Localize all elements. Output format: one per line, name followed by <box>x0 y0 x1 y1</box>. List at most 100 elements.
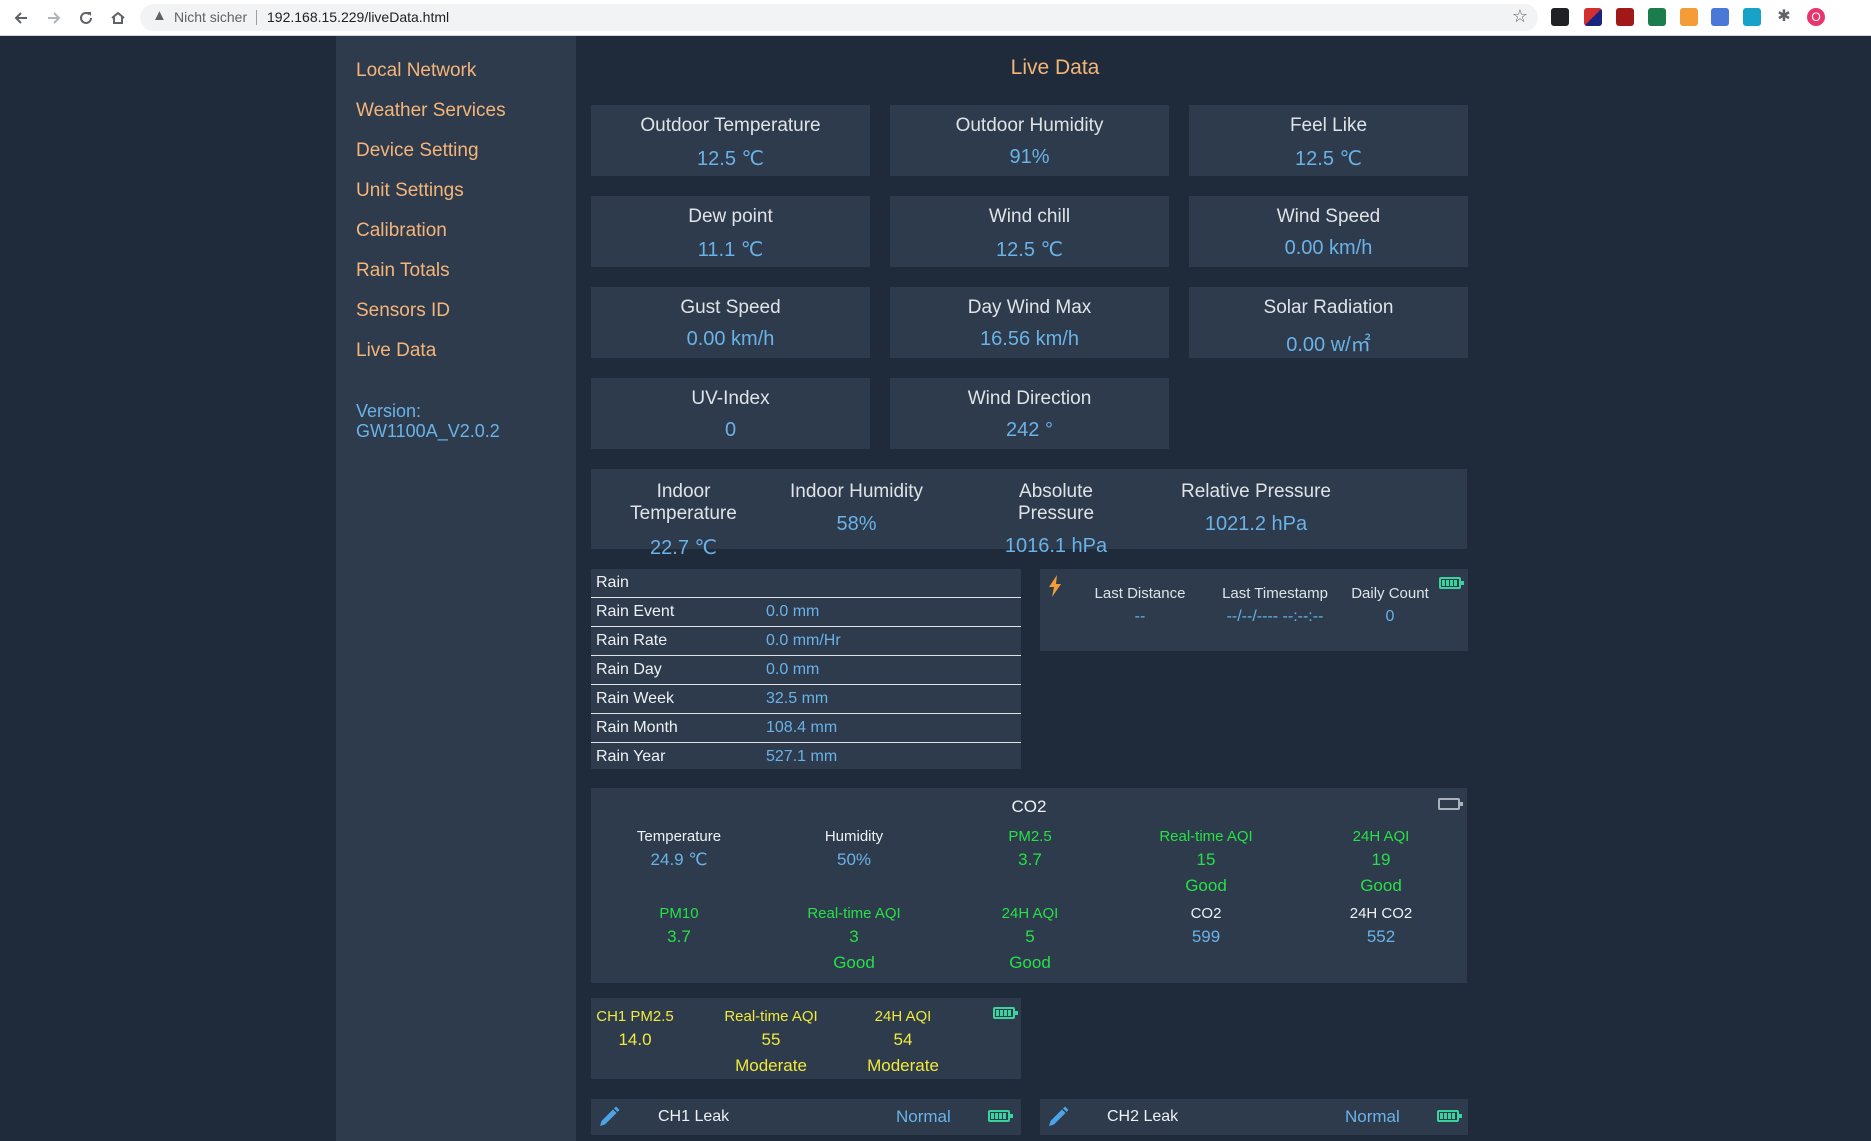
table-row: Rain Month 108.4 mm <box>591 714 1021 743</box>
co2-label: Humidity <box>824 828 884 845</box>
card-outdoor-temperature: Outdoor Temperature 12.5 ℃ <box>591 105 870 176</box>
card-label: Day Wind Max <box>967 297 1092 318</box>
co2-label: Real-time AQI <box>1159 828 1253 845</box>
co2-label: Temperature <box>636 828 722 845</box>
extension-icon-1[interactable] <box>1551 8 1569 26</box>
battery-icon <box>988 1110 1013 1122</box>
last-timestamp: Last Timestamp --/--/---- --:--:-- <box>1200 585 1350 626</box>
indoor-value: 1016.1 hPa <box>1004 535 1108 557</box>
rain-label: Rain Day <box>596 661 662 678</box>
sidebar-item-rain-totals[interactable]: Rain Totals <box>356 260 450 281</box>
pm-value: 54 <box>893 1030 913 1049</box>
co2-label: Real-time AQI <box>807 905 901 922</box>
puzzle-icon[interactable]: ✱ <box>1777 8 1791 25</box>
sidebar-item-unit-settings[interactable]: Unit Settings <box>356 180 464 201</box>
co2-value: 3.7 <box>1018 850 1042 869</box>
sidebar-item-live-data[interactable]: Live Data <box>356 340 437 361</box>
sidebar-item-sensors-id[interactable]: Sensors ID <box>356 300 450 321</box>
sidebar: Local Network Weather Services Device Se… <box>336 36 576 1141</box>
pm-value: 55 <box>761 1030 781 1049</box>
card-value: 0 <box>724 419 737 441</box>
rss-icon[interactable] <box>1680 8 1698 26</box>
battery-icon <box>993 1007 1018 1019</box>
lightning-value: --/--/---- --:--:-- <box>1226 608 1324 625</box>
co2-humidity: Humidity 50% <box>769 828 939 870</box>
sidebar-item-weather-services[interactable]: Weather Services <box>356 100 506 121</box>
warning-icon: ▲ <box>152 7 167 24</box>
version-label: Version: <box>356 401 422 421</box>
rain-value: 527.1 mm <box>766 748 838 765</box>
rain-value: 0.0 mm/Hr <box>766 632 841 649</box>
extension-icon-4[interactable] <box>1648 8 1666 26</box>
co2-value: 5 <box>1025 927 1035 946</box>
aqi-quality: Moderate <box>867 1056 939 1075</box>
address-bar[interactable]: ▲ Nicht sicher 192.168.15.229/liveData.h… <box>140 4 1538 31</box>
rain-label: Rain Year <box>596 748 666 765</box>
rain-label: Rain Rate <box>596 632 668 649</box>
card-feel-like: Feel Like 12.5 ℃ <box>1189 105 1468 176</box>
rain-label: Rain Week <box>596 690 674 707</box>
sidebar-item-calibration[interactable]: Calibration <box>356 220 447 241</box>
card-value: 12.5 ℃ <box>1295 148 1362 170</box>
pm-label: CH1 PM2.5 <box>596 1008 674 1025</box>
card-solar-radiation: Solar Radiation 0.00 w/㎡ <box>1189 287 1468 358</box>
extension-icon-2[interactable] <box>1584 8 1602 26</box>
table-row: Rain Day 0.0 mm <box>591 656 1021 685</box>
indoor-label: Absolute Pressure <box>1017 481 1095 524</box>
edit-pencil-icon[interactable] <box>1046 1105 1070 1129</box>
leak-ch2-panel: CH2 Leak Normal <box>1040 1099 1468 1135</box>
forward-icon[interactable] <box>41 0 67 36</box>
card-wind-chill: Wind chill 12.5 ℃ <box>890 196 1169 267</box>
co2-pm10-24h-aqi: 24H AQI 5 Good <box>945 905 1115 973</box>
aqi-quality: Good <box>1009 953 1051 972</box>
co2-pm25-24h-aqi: 24H AQI 19 Good <box>1296 828 1466 896</box>
co2-title: CO2 <box>1011 797 1047 816</box>
indoor-label: Indoor Temperature <box>630 481 737 524</box>
co2-value: 19 <box>1371 850 1391 869</box>
home-icon[interactable] <box>105 0 131 36</box>
relative-pressure: Relative Pressure 1021.2 hPa <box>1181 481 1331 536</box>
indoor-panel: Indoor Temperature 22.7 ℃ Indoor Humidit… <box>591 469 1467 559</box>
co2-label: 24H AQI <box>1352 828 1410 845</box>
leak-state: Normal <box>896 1107 951 1126</box>
card-label: Solar Radiation <box>1263 297 1394 318</box>
back-icon[interactable] <box>8 0 34 36</box>
indoor-value: 22.7 ℃ <box>650 537 717 559</box>
card-label: Wind Speed <box>1276 206 1381 227</box>
card-label: Feel Like <box>1289 115 1368 136</box>
indoor-temperature: Indoor Temperature 22.7 ℃ <box>611 481 756 560</box>
indoor-value: 1021.2 hPa <box>1204 513 1308 535</box>
lightning-label: Daily Count <box>1351 585 1429 602</box>
rain-value: 0.0 mm <box>766 603 820 620</box>
ch1-pm25: CH1 PM2.5 14.0 <box>593 1008 677 1050</box>
card-outdoor-humidity: Outdoor Humidity 91% <box>890 105 1169 176</box>
firmware-version: Version: GW1100A_V2.0.2 <box>356 401 500 441</box>
version-value: GW1100A_V2.0.2 <box>356 421 500 441</box>
co2-24h-level: 24H CO2 552 <box>1296 905 1466 947</box>
leak-name: CH2 Leak <box>1107 1108 1179 1125</box>
lightning-bolt-icon <box>1049 575 1061 597</box>
table-row: Rain Event 0.0 mm <box>591 598 1021 627</box>
battery-empty-icon <box>1438 798 1463 810</box>
extension-icon-3[interactable] <box>1616 8 1634 26</box>
bookmark-star-icon[interactable]: ☆ <box>1511 6 1528 26</box>
card-value: 12.5 ℃ <box>996 239 1063 261</box>
indoor-humidity: Indoor Humidity 58% <box>789 481 924 536</box>
profile-avatar[interactable]: O <box>1807 8 1825 26</box>
card-label: Wind chill <box>988 206 1071 227</box>
last-distance: Last Distance -- <box>1080 585 1200 626</box>
rain-header-row: Rain <box>591 569 1021 598</box>
card-dew-point: Dew point 11.1 ℃ <box>591 196 870 267</box>
reload-icon[interactable] <box>73 0 99 36</box>
url-text[interactable]: 192.168.15.229/liveData.html <box>267 9 450 25</box>
rain-header: Rain <box>596 574 629 591</box>
co2-value: 3 <box>849 927 859 946</box>
sidebar-item-local-network[interactable]: Local Network <box>356 60 477 81</box>
aqi-quality: Moderate <box>735 1056 807 1075</box>
extension-icon-7[interactable] <box>1743 8 1761 26</box>
edit-pencil-icon[interactable] <box>597 1105 621 1129</box>
sidebar-item-device-setting[interactable]: Device Setting <box>356 140 479 161</box>
translate-icon[interactable] <box>1711 8 1729 26</box>
card-value: 242 ° <box>1006 419 1053 441</box>
rain-value: 32.5 mm <box>766 690 829 707</box>
